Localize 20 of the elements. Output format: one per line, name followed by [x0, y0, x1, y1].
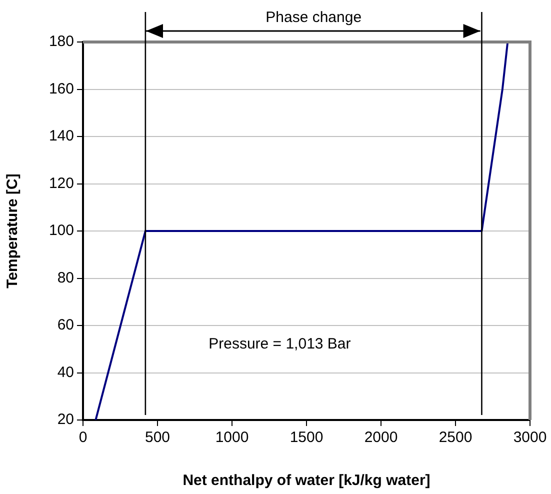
y-tick-label: 140 [48, 128, 74, 145]
x-tick-label: 2000 [364, 429, 398, 446]
y-tick-label: 60 [57, 316, 74, 334]
y-tick-label: 20 [57, 411, 74, 428]
y-tick-label: 80 [57, 269, 74, 286]
y-tick-label: 160 [48, 80, 74, 98]
y-tick-label: 120 [48, 174, 74, 192]
y-tick-label: 100 [48, 222, 74, 240]
x-tick-label: 500 [144, 429, 170, 446]
text: Phase change [266, 9, 362, 26]
x-tick-label: 3000 [513, 429, 547, 446]
x-tick-label: 1000 [215, 429, 249, 446]
x-tick-label: 0 [78, 429, 88, 446]
y-axis-title: Temperature [C] [4, 174, 22, 288]
x-tick-label: 2500 [438, 429, 472, 446]
x-tick-label: 1500 [290, 429, 324, 446]
annotation: Pressure = 1,013 Bar [208, 336, 351, 353]
y-tick-label: 40 [57, 364, 74, 381]
y-tick-label: 180 [48, 33, 74, 50]
x-axis-title: Net enthalpy of water [kJ/kg water] [182, 472, 430, 490]
